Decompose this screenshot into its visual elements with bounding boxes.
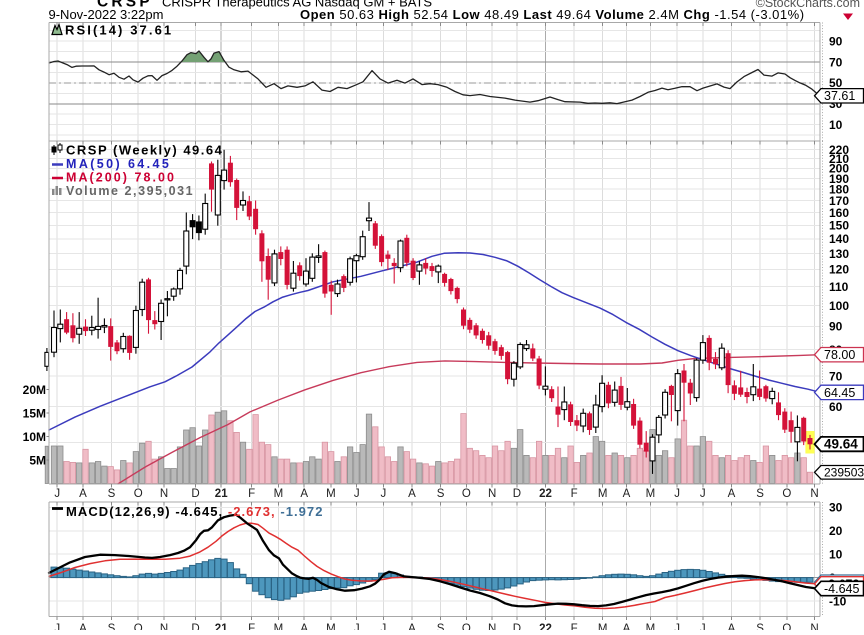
svg-text:F: F [248, 623, 255, 630]
svg-text:30: 30 [829, 501, 843, 515]
svg-text:S: S [756, 623, 764, 630]
svg-text:MA(50) 64.45: MA(50) 64.45 [66, 157, 171, 171]
svg-text:S: S [108, 488, 116, 500]
svg-text:M: M [646, 623, 656, 630]
svg-text:49.64: 49.64 [824, 437, 858, 452]
svg-text:A: A [300, 488, 308, 500]
svg-text:D: D [513, 488, 521, 500]
svg-text:J: J [354, 623, 360, 630]
svg-text:130: 130 [829, 247, 849, 261]
svg-text:22: 22 [539, 488, 552, 500]
svg-text:A: A [79, 623, 87, 630]
svg-text:N: N [160, 488, 168, 500]
svg-text:A: A [728, 623, 736, 630]
svg-text:M: M [646, 488, 656, 500]
svg-text:120: 120 [829, 263, 849, 277]
svg-text:78.00: 78.00 [824, 348, 855, 362]
svg-text:J: J [674, 488, 680, 500]
svg-text:J: J [354, 488, 360, 500]
svg-text:D: D [191, 488, 199, 500]
svg-text:N: N [488, 623, 496, 630]
svg-text:O: O [782, 488, 791, 500]
svg-text:A: A [408, 488, 416, 500]
svg-text:S: S [437, 623, 445, 630]
svg-text:100: 100 [829, 299, 849, 313]
svg-text:90: 90 [829, 320, 843, 334]
svg-text:S: S [108, 623, 116, 630]
svg-text:RSI(14) 37.61: RSI(14) 37.61 [65, 23, 173, 38]
svg-text:J: J [700, 488, 706, 500]
svg-text:A: A [408, 623, 416, 630]
svg-text:A: A [623, 623, 631, 630]
svg-text:21: 21 [215, 488, 228, 500]
svg-text:D: D [191, 623, 199, 630]
svg-text:90: 90 [829, 34, 843, 48]
svg-text:140: 140 [829, 232, 849, 246]
svg-text:J: J [700, 623, 706, 630]
svg-text:F: F [571, 488, 578, 500]
svg-text:M: M [598, 623, 608, 630]
svg-text:160: 160 [829, 206, 849, 220]
svg-text:37.61: 37.61 [824, 89, 855, 103]
svg-text:O: O [462, 488, 471, 500]
svg-text:S: S [437, 488, 445, 500]
svg-text:N: N [810, 488, 818, 500]
svg-text:J: J [381, 623, 387, 630]
svg-text:N: N [488, 488, 496, 500]
svg-text:Open 50.63 High 52.54 Low 48.4: Open 50.63 High 52.54 Low 48.49 Last 49.… [300, 7, 805, 22]
svg-text:5M: 5M [29, 453, 46, 467]
svg-text:21: 21 [215, 623, 228, 630]
svg-text:M: M [326, 488, 336, 500]
svg-text:F: F [571, 623, 578, 630]
svg-text:M: M [326, 623, 336, 630]
svg-text:70: 70 [829, 369, 843, 383]
svg-text:2395031: 2395031 [824, 466, 864, 480]
svg-text:9-Nov-2022 3:22pm: 9-Nov-2022 3:22pm [49, 7, 164, 22]
svg-text:70: 70 [829, 55, 843, 69]
svg-text:O: O [782, 623, 791, 630]
svg-text:15M: 15M [23, 406, 46, 420]
svg-text:F: F [248, 488, 255, 500]
svg-text:20M: 20M [23, 383, 46, 397]
svg-text:M: M [274, 488, 284, 500]
svg-text:MA(200) 78.00: MA(200) 78.00 [66, 171, 176, 185]
svg-text:A: A [79, 488, 87, 500]
svg-text:20: 20 [829, 524, 843, 538]
svg-text:N: N [160, 623, 168, 630]
svg-text:CRSP (Weekly) 49.64: CRSP (Weekly) 49.64 [66, 143, 223, 158]
svg-text:S: S [756, 488, 764, 500]
svg-text:Volume 2,395,031: Volume 2,395,031 [66, 184, 194, 198]
svg-text:M: M [598, 488, 608, 500]
svg-text:J: J [381, 488, 387, 500]
svg-text:N: N [810, 623, 818, 630]
svg-text:M: M [274, 623, 284, 630]
svg-text:J: J [54, 488, 60, 500]
svg-text:10: 10 [829, 118, 843, 132]
svg-text:O: O [134, 488, 143, 500]
svg-text:150: 150 [829, 219, 849, 233]
svg-text:J: J [54, 623, 60, 630]
svg-text:10: 10 [829, 548, 843, 562]
svg-text:220: 220 [829, 143, 849, 157]
svg-text:22: 22 [539, 623, 552, 630]
svg-text:MACD(12,26,9) -4.645, -2.673,: MACD(12,26,9) -4.645, -2.673, -1.972 [66, 504, 324, 519]
svg-text:10M: 10M [23, 430, 46, 444]
svg-text:-4.645: -4.645 [824, 582, 859, 596]
svg-text:60: 60 [829, 400, 843, 414]
svg-text:O: O [462, 623, 471, 630]
svg-text:64.45: 64.45 [824, 386, 855, 400]
svg-text:J: J [674, 623, 680, 630]
svg-text:D: D [513, 623, 521, 630]
svg-text:A: A [300, 623, 308, 630]
svg-text:A: A [728, 488, 736, 500]
svg-text:A: A [623, 488, 631, 500]
svg-text:O: O [134, 623, 143, 630]
svg-text:110: 110 [829, 280, 849, 294]
